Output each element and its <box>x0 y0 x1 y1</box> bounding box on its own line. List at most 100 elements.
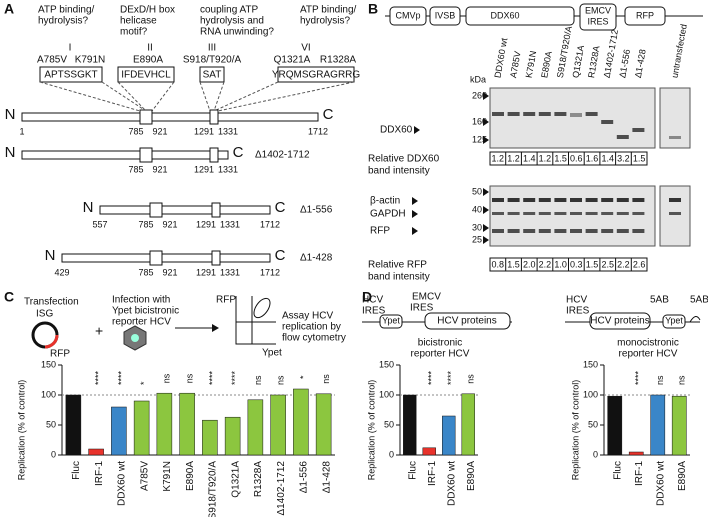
significance: ns <box>466 374 476 384</box>
position: 1331 <box>218 126 238 136</box>
band <box>632 229 645 233</box>
motif: SAT <box>203 70 222 81</box>
band <box>616 135 629 139</box>
mutation: E890A <box>133 55 163 66</box>
dashed-connector <box>213 81 279 112</box>
bar <box>202 419 218 456</box>
annotation: RNA unwinding? <box>200 27 274 38</box>
motif: YRQMSGRAGRRG <box>272 70 361 81</box>
x-tick-label: IRF-1 <box>427 461 438 486</box>
proteins-box <box>424 312 511 330</box>
schematic-text: Ypet <box>382 315 400 325</box>
band <box>507 229 520 233</box>
arrowhead <box>483 188 489 196</box>
band <box>554 212 567 215</box>
bar <box>403 394 417 456</box>
bar <box>461 393 475 456</box>
position: 1331 <box>220 267 240 277</box>
x-tick-label: IRF-1 <box>94 461 105 486</box>
schematic-text: 5AB <box>690 295 708 306</box>
dashed-connector <box>199 81 211 112</box>
position: 921 <box>162 219 177 229</box>
x-tick-label: Fluc <box>407 461 418 480</box>
y-tick-label: 0 <box>51 449 56 459</box>
arrowhead <box>483 206 489 214</box>
arrowhead <box>483 224 489 232</box>
terminus: N <box>5 106 16 123</box>
bar <box>315 393 332 456</box>
x-tick-label: DDX60 wt <box>655 461 666 506</box>
terminus: N <box>45 247 56 264</box>
terminus: N <box>83 199 94 216</box>
intensity: 3.2 <box>617 153 630 163</box>
band <box>616 198 629 202</box>
x-tick-label: E890A <box>185 461 196 491</box>
flow-axes <box>235 296 276 345</box>
significance: **** <box>427 370 437 385</box>
utr-loop <box>689 316 701 323</box>
x-tick-label: S918/T920/A <box>208 461 219 517</box>
x-tick-label: E890A <box>677 461 688 491</box>
proteins-box <box>589 312 651 330</box>
position: 785 <box>128 126 143 136</box>
x-tick-label: K791N <box>162 461 173 492</box>
band <box>554 229 567 233</box>
position: 1712 <box>260 267 280 277</box>
band-label: DDX60 <box>380 125 413 136</box>
y-tick-label: 100 <box>379 389 394 399</box>
y-tick-label: 50 <box>46 419 56 429</box>
arrow-head <box>212 324 219 332</box>
dashed-connector <box>101 81 147 112</box>
arrowhead <box>412 210 418 218</box>
bar <box>88 448 104 456</box>
intensity: 1.0 <box>554 259 567 269</box>
bar <box>628 451 644 456</box>
lane-label: R1328A <box>586 45 601 79</box>
y-tick-label: 0 <box>389 449 394 459</box>
domain-box <box>211 250 221 266</box>
intensity: 0.3 <box>570 259 583 269</box>
intensity: 0.8 <box>492 259 505 269</box>
terminus: N <box>5 144 16 161</box>
x-tick-label: Fluc <box>71 461 82 480</box>
x-tick-label: Q1321A <box>230 461 241 498</box>
intensity: 1.2 <box>539 153 552 163</box>
position: 785 <box>138 267 153 277</box>
marker: 50 <box>472 186 482 196</box>
unit: kDa <box>470 74 486 84</box>
caption: Relative DDX60 <box>368 154 440 165</box>
y-tick-label: 100 <box>41 389 56 399</box>
annotation: ATP binding/ <box>300 5 357 16</box>
lane-label: A785V <box>508 50 523 78</box>
position: 1291 <box>196 219 216 229</box>
vector-element: RFP <box>636 10 654 20</box>
band <box>492 212 504 215</box>
vector-box <box>624 6 666 26</box>
construct-label: Δ1-428 <box>300 253 333 264</box>
intensity: 2.2 <box>617 259 630 269</box>
y-axis-label: Replication (% of control) <box>366 380 376 481</box>
bar <box>442 415 456 456</box>
schematic-text: IRES <box>410 303 434 314</box>
band <box>601 229 614 233</box>
position: 1712 <box>260 219 280 229</box>
vector-box <box>579 3 617 31</box>
position: 785 <box>128 164 143 174</box>
band <box>538 229 551 233</box>
x-tick-label: Δ1-428 <box>321 461 332 494</box>
band <box>601 120 614 124</box>
schematic-text: HCV <box>362 295 383 306</box>
band <box>570 113 582 117</box>
terminus: C <box>275 199 286 216</box>
arrowhead <box>483 236 489 244</box>
significance: **** <box>116 370 126 385</box>
band <box>554 198 567 202</box>
schematic-text: HCV <box>566 295 587 306</box>
bar <box>179 392 195 456</box>
significance: * <box>139 381 149 385</box>
y-tick-label: 50 <box>384 419 394 429</box>
panel-label: B <box>368 1 378 17</box>
flow-population <box>253 297 271 319</box>
annotation: hydrolysis? <box>300 16 350 27</box>
lane-label: Q1321A <box>570 44 586 78</box>
